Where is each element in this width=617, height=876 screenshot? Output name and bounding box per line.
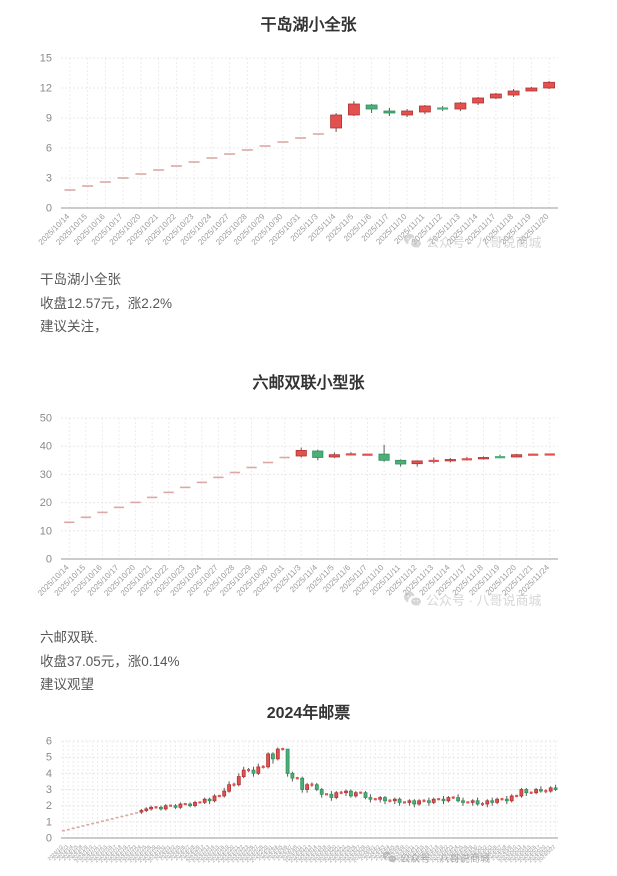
svg-text:3: 3 [46, 173, 52, 185]
svg-text:0: 0 [46, 203, 52, 215]
svg-text:2024年邮票: 2024年邮票 [267, 703, 351, 722]
svg-text:六邮双联小型张: 六邮双联小型张 [252, 373, 365, 392]
svg-text:20: 20 [40, 497, 52, 509]
svg-text:0: 0 [46, 554, 52, 566]
svg-text:干岛湖小全张: 干岛湖小全张 [260, 15, 357, 34]
svg-text:12: 12 [40, 83, 52, 95]
svg-text:50: 50 [40, 413, 52, 425]
svg-text:15: 15 [40, 53, 52, 65]
svg-text:3: 3 [46, 784, 52, 796]
svg-text:6: 6 [46, 736, 52, 748]
svg-text:10: 10 [40, 525, 52, 537]
svg-text:30: 30 [40, 469, 52, 481]
svg-text:9: 9 [46, 113, 52, 125]
svg-text:1: 1 [46, 816, 52, 828]
svg-text:2: 2 [46, 800, 52, 812]
svg-text:0: 0 [46, 833, 52, 845]
svg-text:6: 6 [46, 143, 52, 155]
svg-text:5: 5 [46, 752, 52, 764]
svg-text:4: 4 [46, 768, 52, 780]
svg-text:40: 40 [40, 441, 52, 453]
